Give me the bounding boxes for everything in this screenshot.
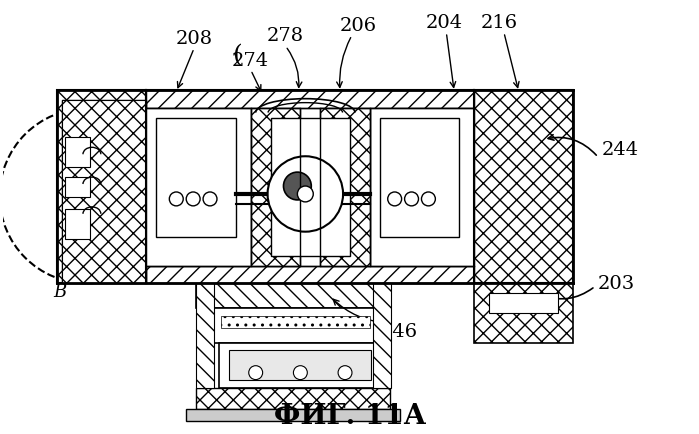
Circle shape	[421, 193, 435, 207]
Bar	[271, 118, 350, 257]
Bar	[474, 91, 573, 284]
Circle shape	[388, 193, 402, 207]
Bar	[57, 91, 147, 284]
Bar	[221, 316, 370, 328]
Text: 216: 216	[480, 14, 517, 32]
Circle shape	[249, 366, 263, 380]
Circle shape	[169, 193, 183, 207]
Bar	[489, 293, 559, 313]
Bar	[229, 350, 371, 380]
Bar	[65, 178, 90, 197]
Text: 204: 204	[426, 14, 463, 32]
Bar	[380, 118, 459, 237]
Text: 203: 203	[598, 275, 635, 293]
Bar	[147, 91, 474, 108]
Text: 208: 208	[175, 30, 212, 48]
Bar	[62, 100, 147, 284]
Bar	[62, 100, 147, 284]
Bar	[196, 388, 390, 409]
Bar	[186, 409, 400, 421]
Text: 278: 278	[267, 27, 304, 45]
Bar	[147, 91, 474, 284]
Circle shape	[203, 193, 217, 207]
Circle shape	[405, 193, 419, 207]
Circle shape	[284, 173, 311, 201]
Text: (: (	[233, 44, 243, 67]
Text: 246: 246	[381, 322, 418, 340]
Text: 244: 244	[602, 141, 640, 159]
Bar	[147, 267, 474, 284]
Text: 274: 274	[232, 52, 269, 70]
Bar	[157, 118, 236, 237]
Text: ФИГ. 11А: ФИГ. 11А	[274, 402, 426, 429]
Text: 206: 206	[340, 17, 377, 35]
Circle shape	[294, 366, 308, 380]
Bar	[196, 284, 214, 388]
Bar	[370, 108, 474, 267]
Bar	[251, 108, 301, 267]
Circle shape	[338, 366, 352, 380]
Bar	[211, 309, 380, 343]
Bar	[219, 343, 381, 388]
Bar	[373, 284, 391, 388]
Bar	[65, 138, 90, 168]
Circle shape	[297, 187, 313, 202]
Circle shape	[186, 193, 200, 207]
Bar	[65, 209, 90, 239]
Bar	[196, 284, 390, 309]
Text: B: B	[54, 283, 67, 301]
Bar	[147, 108, 251, 267]
Bar	[474, 284, 573, 343]
Bar	[320, 108, 370, 267]
Circle shape	[268, 157, 343, 232]
